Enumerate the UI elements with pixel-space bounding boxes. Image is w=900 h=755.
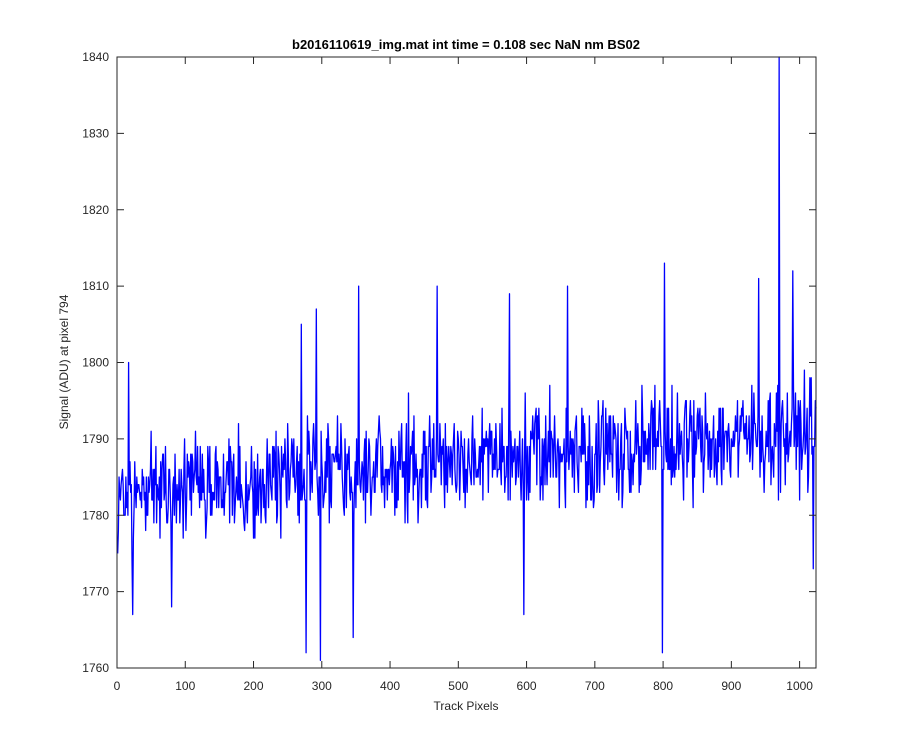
x-tick-label: 800 — [653, 679, 673, 693]
tick-layer: 0 100 200 300 400 500 600 700 800 900 1000 1760 1770… — [82, 50, 816, 693]
y-axis-label: Signal (ADU) at pixel 794 — [57, 294, 71, 429]
x-tick-label: 600 — [517, 679, 537, 693]
x-tick-label: 1000 — [786, 679, 813, 693]
x-tick-label: 100 — [175, 679, 195, 693]
y-tick-label: 1770 — [82, 585, 109, 599]
series-layer — [117, 56, 817, 662]
x-tick-label: 300 — [312, 679, 332, 693]
y-tick-label: 1840 — [82, 50, 109, 64]
x-tick-label: 900 — [721, 679, 741, 693]
x-axis-label: Track Pixels — [434, 699, 499, 713]
chart-title: b2016110619_img.mat int time = 0.108 sec… — [292, 37, 640, 52]
y-tick-label: 1760 — [82, 661, 109, 675]
y-tick-label: 1800 — [82, 356, 109, 370]
x-tick-label: 700 — [585, 679, 605, 693]
series-line — [117, 56, 817, 662]
plot-frame — [116, 56, 817, 669]
y-tick-label: 1780 — [82, 508, 109, 522]
y-tick-label: 1830 — [82, 126, 109, 140]
plot-background — [117, 57, 816, 668]
x-tick-label: 500 — [448, 679, 468, 693]
x-tick-label: 200 — [244, 679, 264, 693]
y-tick-label: 1820 — [82, 203, 109, 217]
x-tick-label: 400 — [380, 679, 400, 693]
y-tick-label: 1790 — [82, 432, 109, 446]
y-tick-label: 1810 — [82, 279, 109, 293]
x-tick-label: 0 — [114, 679, 121, 693]
